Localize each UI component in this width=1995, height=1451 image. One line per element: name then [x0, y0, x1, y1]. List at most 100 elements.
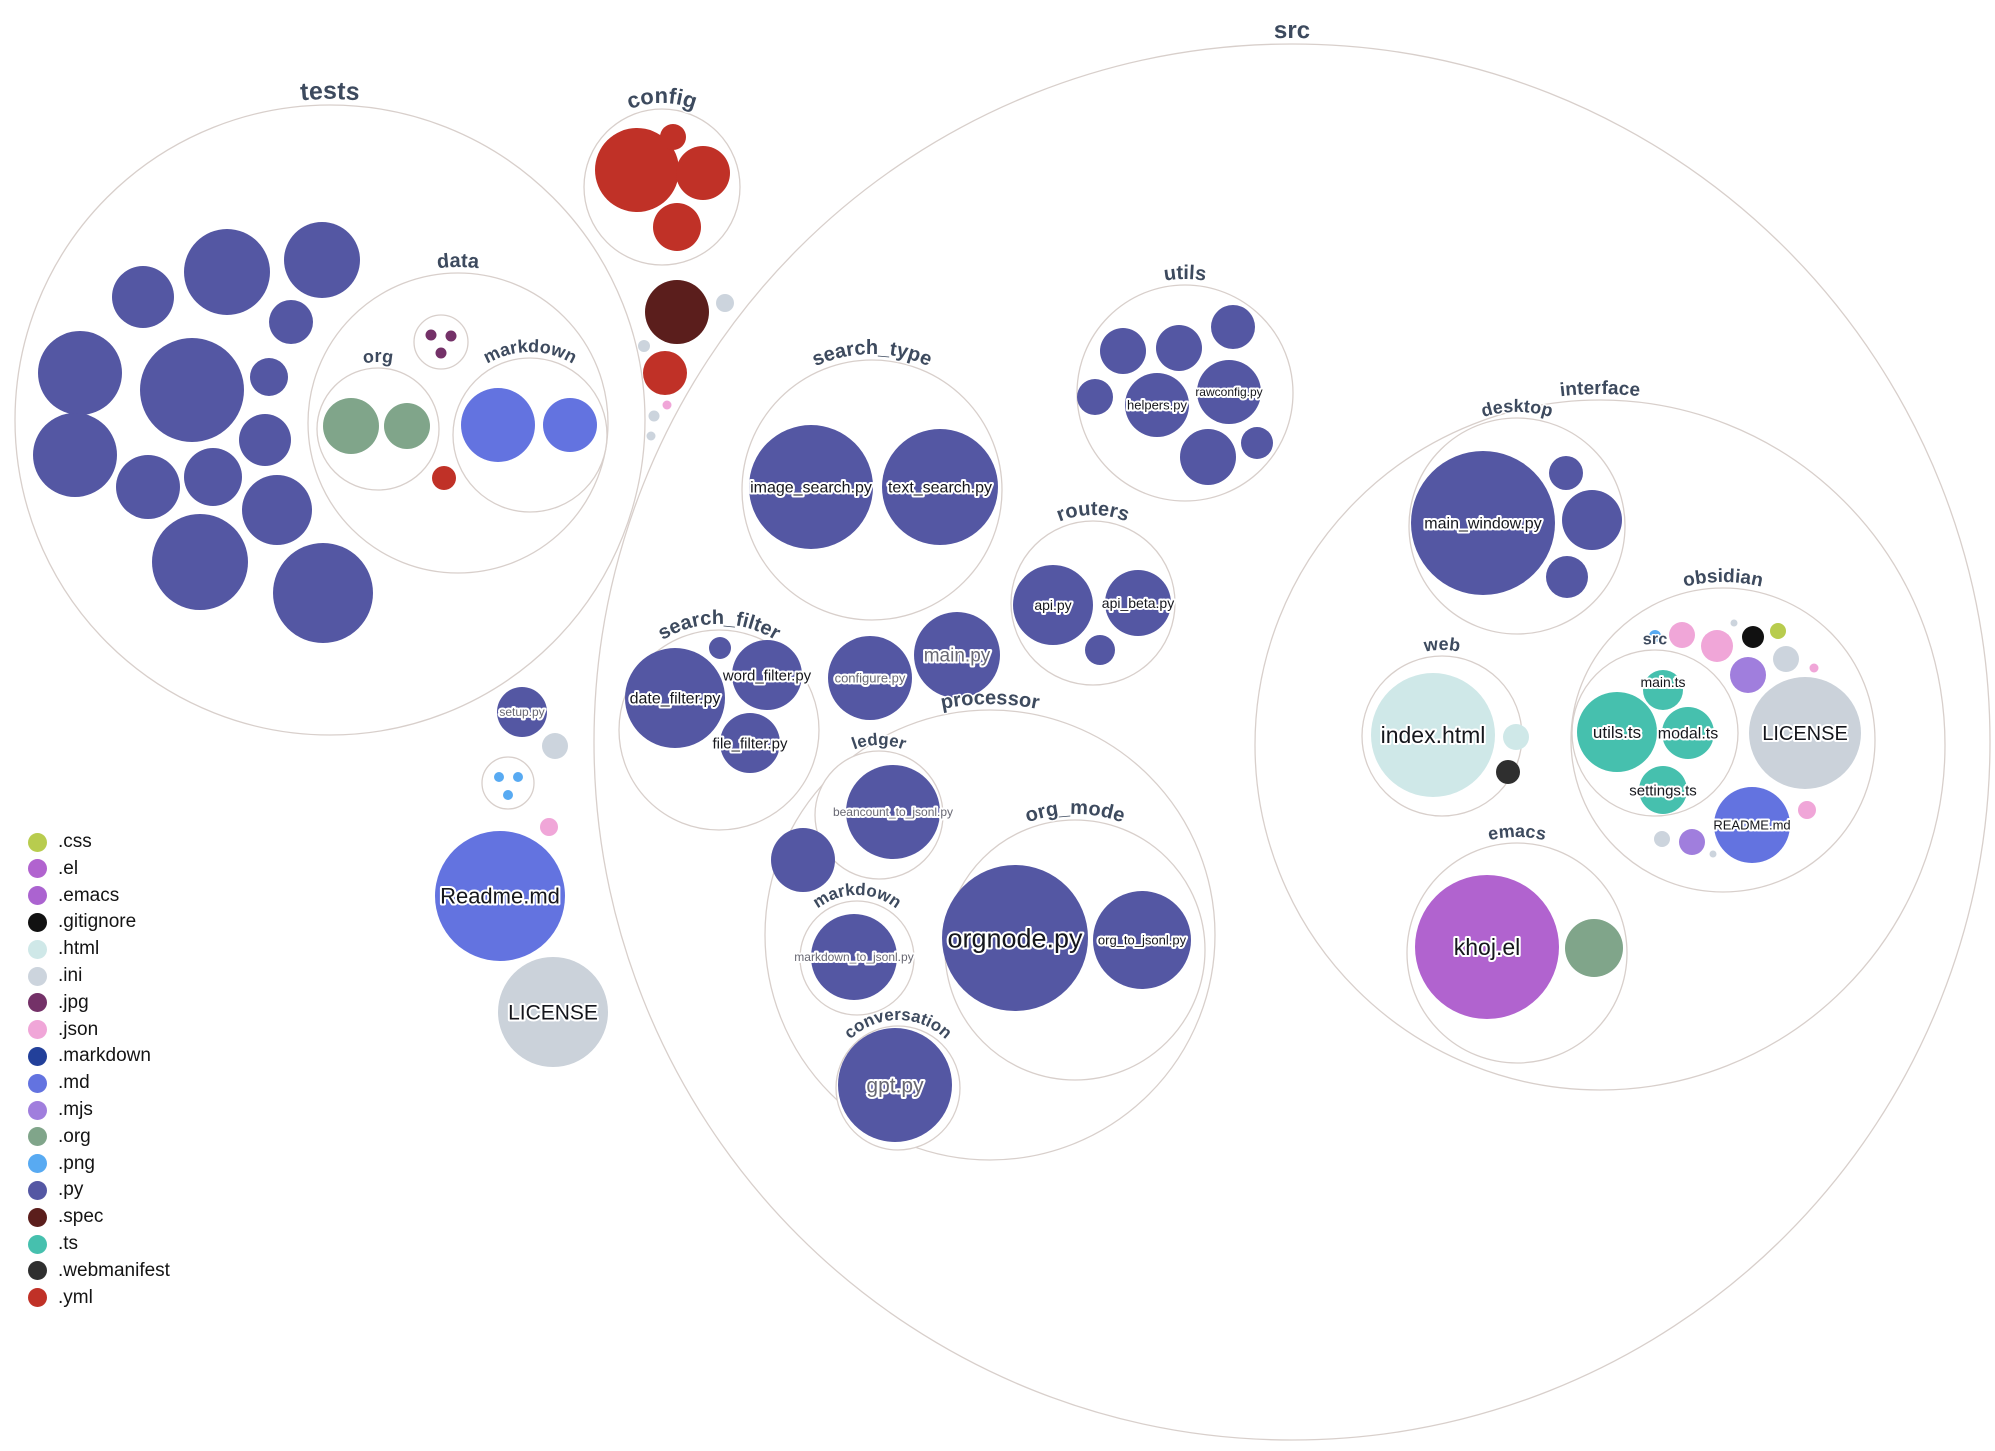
file-circle-json [1798, 801, 1816, 819]
legend-swatch-jpg-icon [28, 993, 47, 1013]
legend-swatch-md-icon [28, 1073, 47, 1093]
file-circle-org [384, 403, 430, 449]
file-circle-gitignore [1742, 626, 1764, 648]
file-label-index-html: index.html [1381, 722, 1486, 748]
file-circle-readme-md [1714, 787, 1790, 863]
legend-swatch-html-icon [28, 939, 47, 959]
file-label-date-filter-py: date_filter.py [630, 691, 721, 708]
file-circle-py [38, 331, 122, 415]
file-label-settings-ts: settings.ts [1629, 782, 1697, 799]
legend-item-el: .el [28, 857, 78, 881]
file-circle-py [1156, 325, 1202, 371]
folder-label-data: data [436, 250, 481, 273]
file-circle-mjs [1730, 657, 1766, 693]
file-circle-py [140, 338, 244, 442]
file-circle-org [323, 398, 379, 454]
legend-swatch-yml-icon [28, 1288, 47, 1308]
file-circle-py [116, 455, 180, 519]
file-label-readme-md: Readme.md [440, 884, 560, 909]
folder-circle-data-media [413, 314, 469, 370]
file-circle-ini [542, 733, 568, 759]
file-circle-py [184, 448, 242, 506]
file-label-helpers-py: helpers.py [1127, 398, 1187, 413]
legend-item-org: .org [28, 1125, 91, 1149]
legend-item-ini: .ini [28, 964, 82, 988]
folder-label-web: web [1422, 634, 1462, 656]
file-labels-layer: setup.py Readme.md LICENSE image_search.py t… [438, 383, 1850, 1099]
file-circle-index-html [1371, 673, 1495, 797]
file-circle-ini [1654, 831, 1670, 847]
legend-label-el: .el [58, 857, 79, 879]
file-circle-main-ts [1643, 670, 1683, 710]
file-circle-yml [643, 351, 687, 395]
legend-swatch-ini-icon [28, 966, 47, 986]
folder-circle-root-assets [481, 756, 535, 810]
file-circle-py [1077, 379, 1113, 415]
file-circle-word-filter-py [732, 640, 802, 710]
file-circle-webmanifest [1496, 760, 1520, 784]
file-label-main-window-py: main_window.py [1424, 516, 1541, 533]
legend-item-css: .css [28, 830, 92, 854]
legend-swatch-markdown-icon [28, 1046, 47, 1066]
file-label-api-beta-py: api_beta.py [1102, 595, 1174, 611]
file-circle-py [771, 828, 835, 892]
file-label-license: LICENSE [508, 1001, 598, 1024]
file-circle-py [33, 413, 117, 497]
file-circle-py [1180, 429, 1236, 485]
folder-label-tests: tests [299, 77, 360, 106]
legend-item-spec: .spec [28, 1205, 103, 1229]
file-label-image-search-py: image_search.py [750, 480, 872, 497]
file-circle-setup-py [497, 687, 547, 737]
legend-item-yml: .yml [28, 1286, 93, 1310]
file-circle-utils-ts [1577, 692, 1657, 772]
file-circle-css [1770, 623, 1786, 639]
legend-label-org: .org [58, 1125, 91, 1147]
file-circle-settings-ts [1639, 766, 1687, 814]
file-circle-py [250, 358, 288, 396]
file-circle-json [1809, 663, 1819, 673]
file-circle-mjs [1679, 829, 1705, 855]
file-circle-py [1562, 490, 1622, 550]
legend-label-ini: .ini [58, 965, 83, 986]
file-circle-license [498, 957, 608, 1067]
folder-label-src-obsidian: src [1642, 631, 1668, 649]
file-label-configure-py: configure.py [835, 671, 906, 686]
file-circle-json [540, 818, 558, 836]
file-circle-api-py [1013, 565, 1093, 645]
file-circle-yml [676, 146, 730, 200]
file-circle-main-py [914, 612, 1000, 698]
file-label-readme-md: README.md [1713, 818, 1790, 833]
legend-item-html: .html [28, 937, 99, 961]
folder-label-interface: interface [1559, 378, 1641, 401]
file-circle-jpg [425, 329, 437, 341]
file-circle-readme-md [435, 831, 565, 961]
file-circle-markdown-to-jsonl-py [811, 914, 897, 1000]
file-circle-py [239, 414, 291, 466]
legend-swatch-py-icon [28, 1180, 47, 1200]
legend-item-jpg: .jpg [28, 991, 89, 1015]
file-label-word-filter-py: word_filter.py [722, 667, 812, 684]
file-label-file-filter-py: file_filter.py [712, 735, 788, 752]
legend-label-jpg: .jpg [58, 991, 89, 1013]
file-circle-py [1241, 427, 1273, 459]
legend-item-emacs: .emacs [28, 884, 119, 908]
file-circle-png [503, 790, 513, 800]
file-label-license: LICENSE [1762, 723, 1848, 745]
file-circle-ini [1709, 850, 1717, 858]
file-label-api-py: api.py [1034, 597, 1071, 613]
legend-label-webmanifest: .webmanifest [58, 1259, 170, 1281]
file-circle-yml [660, 124, 686, 150]
file-circle-py [709, 637, 731, 659]
file-circle-json [1669, 622, 1695, 648]
file-circle-py [152, 514, 248, 610]
file-circle-modal-ts [1662, 707, 1714, 759]
file-circle-json [662, 400, 672, 410]
file-circle-jpg [435, 347, 447, 359]
file-label-org-to-jsonl-py: org_to_jsonl.py [1098, 933, 1187, 948]
file-circle-configure-py [828, 636, 912, 720]
file-label-orgnode-py: orgnode.py [947, 923, 1083, 953]
file-circle-date-filter-py [625, 648, 725, 748]
legend-label-yml: .yml [58, 1286, 93, 1308]
legend-item-webmanifest: .webmanifest [28, 1259, 170, 1283]
